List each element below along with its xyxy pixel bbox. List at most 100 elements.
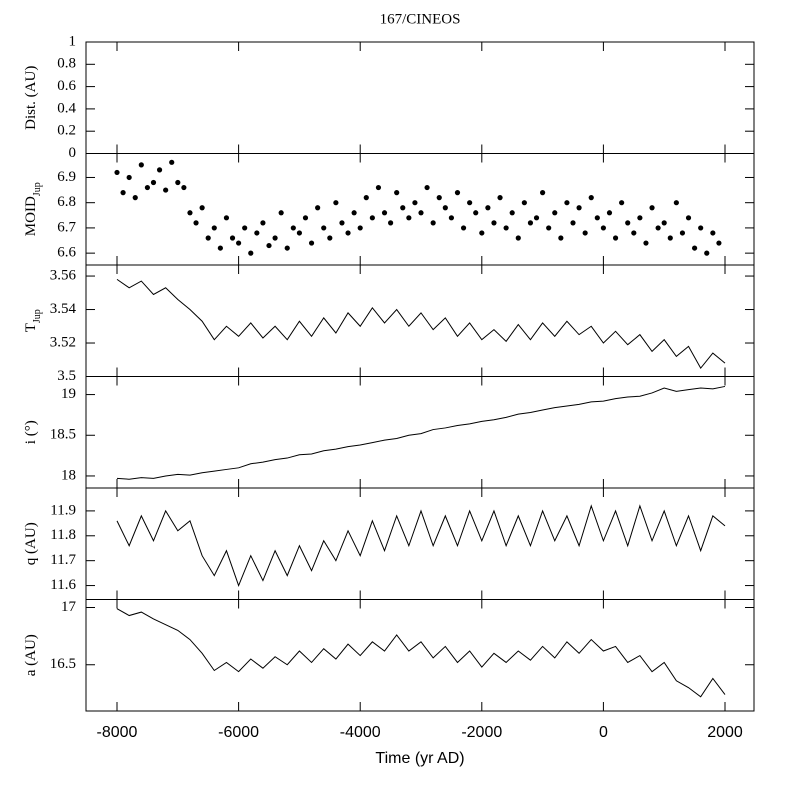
data-point (716, 240, 722, 246)
data-point (454, 190, 461, 196)
panel-frame (85, 599, 755, 712)
data-point (357, 225, 363, 231)
data-point (691, 245, 698, 251)
data-point (418, 210, 424, 216)
y-axis-label: TJup (23, 309, 42, 332)
data-point (698, 225, 704, 231)
y-tick-label: 0.2 (57, 123, 76, 139)
data-point (132, 195, 138, 201)
data-point (248, 250, 254, 256)
data-point (649, 205, 655, 211)
y-tick-label: 11.7 (50, 552, 76, 568)
data-point (211, 225, 217, 231)
panel-frame (85, 264, 755, 377)
data-point (503, 225, 509, 231)
data-point (460, 225, 467, 231)
data-point (637, 215, 643, 221)
y-tick-label: 19 (61, 386, 76, 402)
y-label-text: i (°) (23, 420, 39, 444)
y-axis-label: MOIDJup (23, 182, 42, 236)
data-point (430, 220, 436, 226)
data-point (655, 225, 661, 231)
data-point (625, 220, 631, 226)
x-tick-label: -4000 (340, 724, 381, 741)
data-point (515, 235, 521, 241)
data-point (175, 179, 181, 186)
data-point (521, 200, 527, 206)
y-axis-label: a (AU) (23, 634, 39, 676)
data-point (643, 240, 649, 246)
data-point (260, 220, 266, 226)
data-point (527, 220, 534, 226)
y-tick-label: 3.54 (50, 301, 77, 317)
data-line (116, 504, 726, 587)
data-point (558, 235, 564, 241)
data-point (199, 205, 205, 211)
data-point (491, 220, 497, 226)
y-label-sub: Jup (32, 309, 43, 323)
data-point (448, 215, 455, 221)
y-tick-label: 6.8 (57, 194, 76, 210)
data-point (333, 200, 339, 206)
data-point (302, 215, 309, 221)
x-tick-label: -2000 (461, 724, 502, 741)
data-point (546, 225, 552, 231)
data-point (467, 200, 473, 206)
data-point (479, 230, 485, 236)
data-point (564, 200, 570, 206)
data-point (321, 225, 327, 231)
data-point (394, 190, 400, 196)
y-tick-label: 0.8 (57, 56, 76, 72)
data-point (442, 205, 448, 211)
data-point (710, 230, 716, 236)
data-point (667, 235, 673, 241)
data-point (606, 210, 613, 216)
data-point (205, 235, 211, 241)
data-point (588, 195, 594, 201)
data-point (679, 230, 686, 236)
y-tick-label: 6.7 (57, 219, 76, 235)
y-tick-label: 0.6 (57, 78, 76, 94)
data-point (345, 230, 351, 236)
data-point (685, 215, 692, 221)
y-label-text: T (23, 323, 39, 332)
y-tick-label: 17 (61, 599, 77, 615)
panel-frame (85, 376, 755, 489)
y-tick-label: 3.5 (57, 368, 76, 384)
data-point (594, 215, 600, 221)
data-point (144, 184, 151, 191)
data-point (254, 230, 260, 236)
panel-frame (85, 487, 755, 600)
data-point (631, 230, 637, 236)
data-point (156, 167, 163, 173)
x-tick-label: -6000 (218, 724, 259, 741)
data-point (363, 195, 369, 201)
data-point (412, 200, 418, 206)
data-point (169, 159, 175, 165)
data-point (704, 250, 710, 256)
data-point (272, 235, 278, 241)
y-tick-label: 3.56 (50, 267, 77, 283)
data-point (126, 174, 132, 181)
x-tick-label: -8000 (97, 724, 138, 741)
data-line (116, 278, 726, 370)
data-line (116, 608, 726, 698)
data-point (400, 205, 406, 211)
data-point (242, 225, 248, 231)
x-tick-label: 2000 (707, 724, 743, 741)
data-point (406, 215, 412, 221)
y-tick-label: 0.4 (57, 100, 76, 116)
data-point (619, 200, 625, 206)
data-point (236, 240, 242, 246)
data-point (120, 190, 126, 196)
y-axis-label: i (°) (23, 420, 39, 444)
data-point (540, 190, 546, 196)
data-point (552, 210, 558, 216)
data-point (284, 245, 290, 251)
y-tick-label: 6.9 (57, 169, 76, 185)
data-point (612, 235, 619, 241)
data-point (436, 195, 442, 201)
y-tick-label: 18.5 (50, 427, 76, 443)
y-tick-label: 18 (61, 467, 76, 483)
